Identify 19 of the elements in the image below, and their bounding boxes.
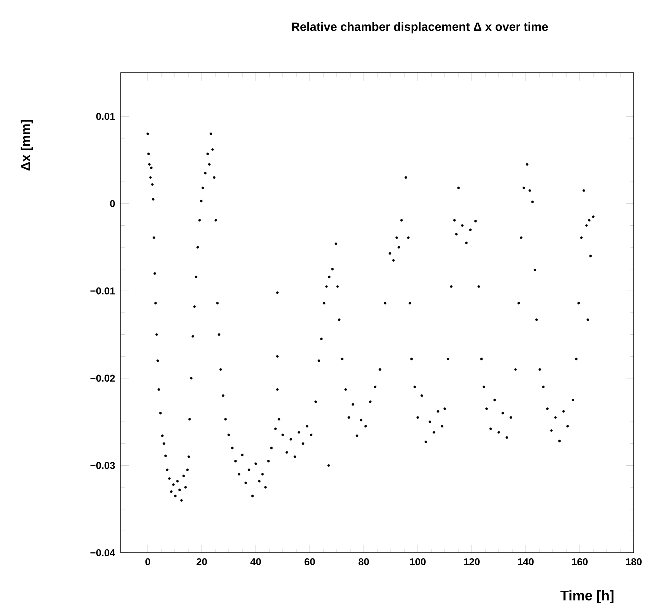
x-axis-title: Time [h] [560,590,614,604]
y-tick-label: 0 [110,200,116,208]
y-tick-label: −0.04 [90,549,116,557]
x-tick-label: 0 [146,558,150,566]
x-tick-label: 100 [410,558,426,566]
chart-title: Relative chamber displacement Δ x over time [292,22,548,34]
y-tick-label: −0.02 [90,374,116,382]
x-tick-label: 120 [464,558,480,566]
y-axis-title: Δx [mm] [20,120,34,171]
y-tick-label: 0.01 [96,113,116,120]
x-tick-label: 20 [196,558,208,566]
y-tick-label: −0.03 [90,462,116,470]
x-tick-label: 80 [358,558,370,566]
x-tick-label: 160 [572,558,588,566]
x-tick-label: 140 [518,558,534,566]
x-tick-label: 180 [626,558,642,566]
x-tick-label: 40 [250,558,262,566]
y-tick-label: −0.01 [90,288,116,295]
x-tick-label: 60 [304,558,316,566]
